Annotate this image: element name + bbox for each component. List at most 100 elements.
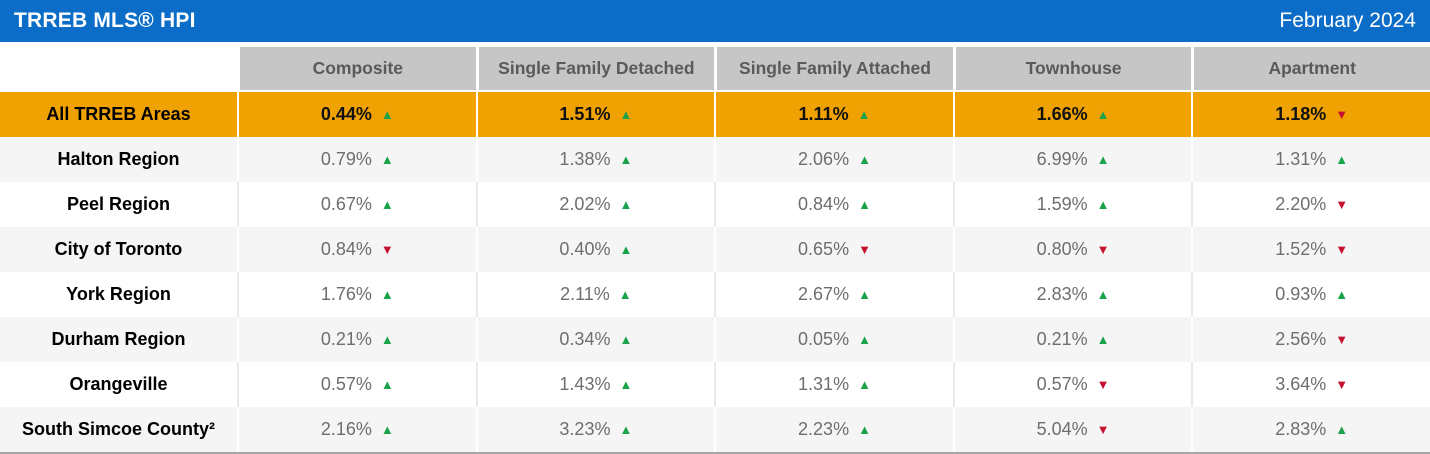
trend-up-icon: ▲ xyxy=(1096,107,1110,122)
value-cell: 0.65% ▼ xyxy=(714,227,953,272)
trend-up-icon: ▲ xyxy=(857,107,871,122)
trend-up-icon: ▲ xyxy=(1096,152,1110,167)
pct-value: 0.93% xyxy=(1275,284,1327,304)
pct-value: 1.31% xyxy=(1275,149,1327,169)
trend-up-icon: ▲ xyxy=(858,332,871,347)
column-header: Townhouse xyxy=(952,47,1192,90)
pct-value: 0.79% xyxy=(320,149,372,169)
column-header: Single Family Detached xyxy=(475,47,715,90)
value-cell: 0.84% ▼ xyxy=(237,227,476,272)
pct-value: 0.05% xyxy=(798,329,850,349)
pct-value: 0.57% xyxy=(320,374,372,394)
pct-value: 2.23% xyxy=(798,419,850,439)
value-cell: 2.06% ▲ xyxy=(714,137,953,182)
trend-down-icon: ▼ xyxy=(1335,242,1349,257)
pct-value: 0.44% xyxy=(320,104,372,124)
row-label: Peel Region xyxy=(66,194,171,214)
trend-up-icon: ▲ xyxy=(1335,287,1349,302)
pct-value: 5.04% xyxy=(1036,419,1088,439)
pct-value: 2.83% xyxy=(1275,419,1327,439)
pct-value: 0.84% xyxy=(798,194,850,214)
trend-up-icon: ▲ xyxy=(1335,422,1349,437)
pct-value: 1.76% xyxy=(320,284,372,304)
value-cell: 2.83% ▲ xyxy=(1191,407,1430,452)
trend-down-icon: ▼ xyxy=(1335,107,1349,122)
table-row: All TRREB Areas 0.44% ▲ 1.51% ▲ 1.11% ▲ 1.66% ▲ 1… xyxy=(0,92,1430,137)
value-cell: 0.21% ▲ xyxy=(952,317,1192,362)
value-cell: 5.04% ▼ xyxy=(952,407,1192,452)
trend-up-icon: ▲ xyxy=(619,197,633,212)
value-cell: 1.43% ▲ xyxy=(475,362,715,407)
pct-value: 2.20% xyxy=(1275,194,1327,214)
value-cell: 0.40% ▲ xyxy=(475,227,715,272)
row-label: Halton Region xyxy=(57,149,180,169)
pct-value: 1.31% xyxy=(798,374,850,394)
trend-up-icon: ▲ xyxy=(618,287,632,302)
value-cell: 0.34% ▲ xyxy=(475,317,715,362)
pct-value: 1.52% xyxy=(1275,239,1327,259)
value-cell: 1.31% ▲ xyxy=(1191,137,1430,182)
value-cell: 3.23% ▲ xyxy=(475,407,715,452)
page-title: TRREB MLS® HPI xyxy=(14,9,196,32)
column-header: Composite xyxy=(237,47,476,90)
pct-value: 3.23% xyxy=(559,419,611,439)
pct-value: 0.65% xyxy=(798,239,850,259)
trend-up-icon: ▲ xyxy=(380,107,394,122)
hpi-table: Composite Single Family Detached Single Fa… xyxy=(0,47,1430,454)
value-cell: 0.67% ▲ xyxy=(237,182,476,227)
table-row: Durham Region 0.21% ▲ 0.34% ▲ 0.05% ▲ 0.21% ▲ 2.5… xyxy=(0,317,1430,362)
value-cell: 1.18% ▼ xyxy=(1191,92,1430,137)
trend-up-icon: ▲ xyxy=(380,377,394,392)
trend-up-icon: ▲ xyxy=(380,152,394,167)
pct-value: 0.80% xyxy=(1036,239,1088,259)
trend-down-icon: ▼ xyxy=(1335,332,1349,347)
row-label: Orangeville xyxy=(69,374,168,394)
value-cell: 1.38% ▲ xyxy=(475,137,715,182)
pct-value: 0.21% xyxy=(1036,329,1088,349)
trend-up-icon: ▲ xyxy=(619,242,633,257)
value-cell: 0.80% ▼ xyxy=(952,227,1192,272)
pct-value: 2.67% xyxy=(798,284,850,304)
report-date: February 2024 xyxy=(1279,9,1416,32)
value-cell: 2.02% ▲ xyxy=(475,182,715,227)
trend-up-icon: ▲ xyxy=(380,287,394,302)
pct-value: 1.38% xyxy=(559,149,611,169)
value-cell: 0.84% ▲ xyxy=(714,182,953,227)
trend-up-icon: ▲ xyxy=(380,197,394,212)
row-label: All TRREB Areas xyxy=(46,104,191,124)
trend-down-icon: ▼ xyxy=(1335,377,1349,392)
trend-up-icon: ▲ xyxy=(858,422,871,437)
pct-value: 2.83% xyxy=(1036,284,1088,304)
trend-down-icon: ▼ xyxy=(858,242,871,257)
trend-up-icon: ▲ xyxy=(619,332,633,347)
pct-value: 3.64% xyxy=(1275,374,1327,394)
pct-value: 1.59% xyxy=(1036,194,1088,214)
pct-value: 0.84% xyxy=(320,239,372,259)
value-cell: 0.05% ▲ xyxy=(714,317,953,362)
trend-down-icon: ▼ xyxy=(1096,377,1110,392)
trend-up-icon: ▲ xyxy=(1096,197,1110,212)
table-body: All TRREB Areas 0.44% ▲ 1.51% ▲ 1.11% ▲ 1.66% ▲ 1… xyxy=(0,92,1430,452)
value-cell: 0.93% ▲ xyxy=(1191,272,1430,317)
row-label: York Region xyxy=(66,284,171,304)
trend-up-icon: ▲ xyxy=(858,152,871,167)
pct-value: 2.02% xyxy=(559,194,611,214)
pct-value: 0.21% xyxy=(320,329,372,349)
value-cell: 2.16% ▲ xyxy=(237,407,476,452)
pct-value: 2.11% xyxy=(560,284,610,304)
value-cell: 0.57% ▲ xyxy=(237,362,476,407)
row-label: Durham Region xyxy=(51,329,186,349)
table-row: City of Toronto 0.84% ▼ 0.40% ▲ 0.65% ▼ 0.80% ▼ 1… xyxy=(0,227,1430,272)
trend-up-icon: ▲ xyxy=(619,422,633,437)
pct-value: 0.67% xyxy=(320,194,372,214)
pct-value: 1.66% xyxy=(1036,104,1088,124)
pct-value: 1.18% xyxy=(1275,104,1327,124)
trend-up-icon: ▲ xyxy=(858,287,871,302)
column-header: Single Family Attached xyxy=(714,47,953,90)
trend-down-icon: ▼ xyxy=(1335,197,1349,212)
value-cell: 2.20% ▼ xyxy=(1191,182,1430,227)
pct-value: 0.57% xyxy=(1036,374,1088,394)
value-cell: 3.64% ▼ xyxy=(1191,362,1430,407)
pct-value: 1.51% xyxy=(559,104,611,124)
column-header-row: Composite Single Family Detached Single Fa… xyxy=(0,47,1430,90)
